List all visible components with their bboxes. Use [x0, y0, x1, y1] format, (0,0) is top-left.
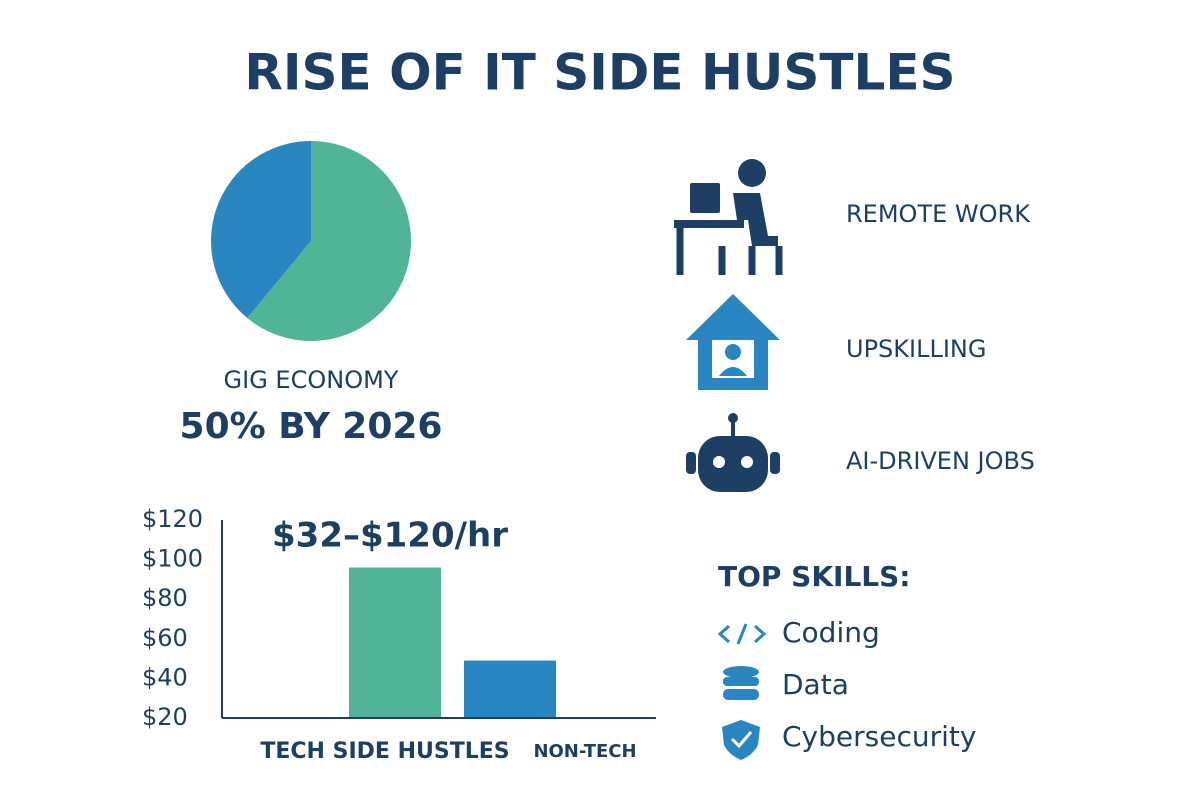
- skill-label: Coding: [782, 616, 880, 649]
- y-tick-label: $80: [142, 584, 188, 612]
- shield-icon: [722, 720, 760, 760]
- pie-slice: [210, 141, 311, 319]
- bar: [349, 567, 441, 718]
- skill-label: Data: [782, 668, 849, 701]
- skill-label: Cybersecurity: [782, 720, 976, 753]
- trend-label: UPSKILLING: [846, 335, 986, 363]
- x-tick-label: NON-TECH: [533, 741, 636, 762]
- pie-subtitle: 50% BY 2026: [180, 406, 443, 447]
- code-icon: [717, 623, 767, 645]
- y-tick-label: $100: [142, 545, 203, 573]
- y-tick-label: $60: [142, 624, 188, 652]
- upskilling-icon: [686, 294, 780, 390]
- pie-slice: [247, 141, 411, 342]
- remote-work-icon: [674, 159, 783, 275]
- bar-annotation: $32–$120/hr: [272, 516, 508, 556]
- trend-label: REMOTE WORK: [846, 200, 1031, 228]
- y-tick-label: $20: [142, 703, 188, 731]
- bar: [464, 660, 556, 718]
- skills-title: TOP SKILLS:: [718, 560, 911, 593]
- title: RISE OF IT SIDE HUSTLES: [244, 44, 955, 102]
- pie-title: GIG ECONOMY: [224, 366, 399, 394]
- ai-icon: [686, 413, 780, 492]
- y-tick-label: $120: [142, 505, 203, 533]
- x-tick-label: TECH SIDE HUSTLES: [260, 739, 509, 764]
- y-tick-label: $40: [142, 663, 188, 691]
- trend-label: AI-DRIVEN JOBS: [846, 447, 1035, 475]
- data-icon: [723, 666, 759, 700]
